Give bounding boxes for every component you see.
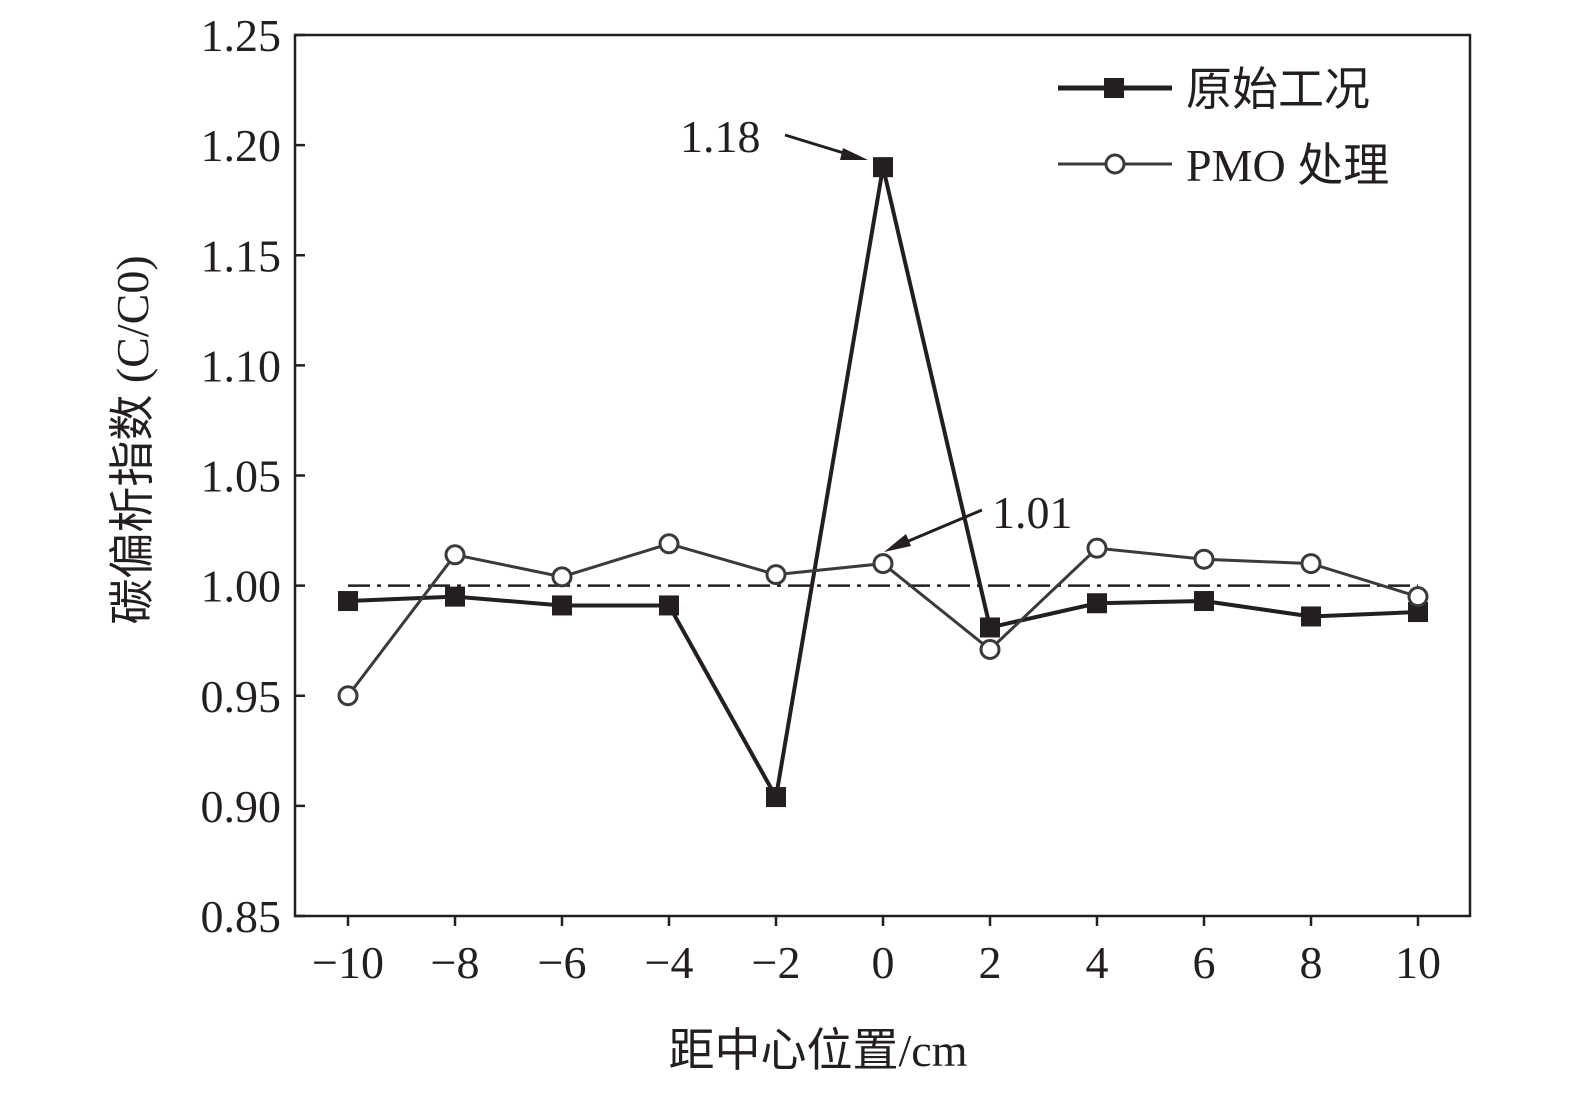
data-point: [658, 533, 680, 555]
annotation-1-18: 1.18: [680, 111, 868, 162]
series-group: [337, 157, 1429, 808]
data-point: [1407, 586, 1429, 608]
y-tick-label: 0.90: [201, 781, 282, 832]
data-point: [1086, 537, 1108, 559]
data-point: [1408, 602, 1428, 623]
data-point: [337, 685, 359, 707]
y-tick-label: 1.00: [201, 561, 282, 612]
data-point: [659, 595, 679, 616]
series-original: [338, 157, 1428, 808]
x-tick-label: −8: [431, 937, 480, 988]
data-point: [445, 586, 465, 607]
y-tick-label: 1.05: [201, 451, 282, 502]
x-axis-label: 距中心位置/cm: [669, 1025, 968, 1076]
data-point: [766, 787, 786, 808]
x-tick-label: 8: [1300, 937, 1323, 988]
y-tick-label: 1.25: [201, 10, 282, 61]
y-tick-label: 1.20: [201, 120, 282, 171]
data-point: [872, 553, 894, 575]
arrow-head: [840, 148, 868, 160]
filled-square-marker: [1104, 78, 1124, 98]
y-axis-ticks: 0.85 0.90 0.95 1.00 1.05 1.10 1.15 1.20 1.25: [201, 10, 305, 942]
data-point: [873, 157, 893, 178]
data-point: [552, 595, 572, 616]
annotation-label: 1.18: [680, 111, 761, 162]
x-tick-label: −6: [538, 937, 587, 988]
x-tick-label: −2: [752, 937, 801, 988]
annotation-label: 1.01: [992, 487, 1073, 538]
x-tick-label: −10: [312, 937, 384, 988]
data-point: [1193, 548, 1215, 570]
data-point: [979, 638, 1001, 660]
legend-item-pmo: PMO 处理: [1058, 140, 1389, 191]
data-point: [338, 591, 358, 612]
data-point: [551, 566, 573, 588]
x-tick-label: 2: [979, 937, 1002, 988]
y-tick-label: 1.15: [201, 230, 282, 281]
legend-item-original: 原始工况: [1058, 64, 1370, 115]
x-tick-label: 4: [1086, 937, 1109, 988]
series-pmo: [337, 533, 1429, 707]
y-axis-label: 碳偏析指数 (C/C0): [107, 255, 158, 624]
data-point: [1194, 591, 1214, 612]
x-tick-label: 0: [872, 937, 895, 988]
data-point: [980, 617, 1000, 638]
legend-label: PMO 处理: [1186, 140, 1389, 191]
annotation-1-01: 1.01: [884, 487, 1073, 552]
x-tick-label: 6: [1193, 937, 1216, 988]
data-point: [765, 564, 787, 586]
series-line: [347, 166, 1419, 803]
y-tick-label: 0.95: [201, 671, 282, 722]
y-tick-label: 0.85: [201, 891, 282, 942]
x-axis-ticks: −10 −8 −6 −4 −2 0 2 4 6 8 10: [312, 916, 1441, 988]
y-tick-label: 1.10: [201, 340, 282, 391]
x-tick-label: 10: [1395, 937, 1441, 988]
data-point: [1301, 606, 1321, 627]
x-tick-label: −4: [645, 937, 694, 988]
data-point: [444, 544, 466, 566]
data-point: [1300, 553, 1322, 575]
data-point: [1087, 593, 1107, 614]
legend-label: 原始工况: [1186, 64, 1370, 115]
arrow-head: [884, 534, 911, 552]
open-circle-marker: [1104, 153, 1126, 175]
legend: 原始工况 PMO 处理: [1058, 64, 1389, 191]
